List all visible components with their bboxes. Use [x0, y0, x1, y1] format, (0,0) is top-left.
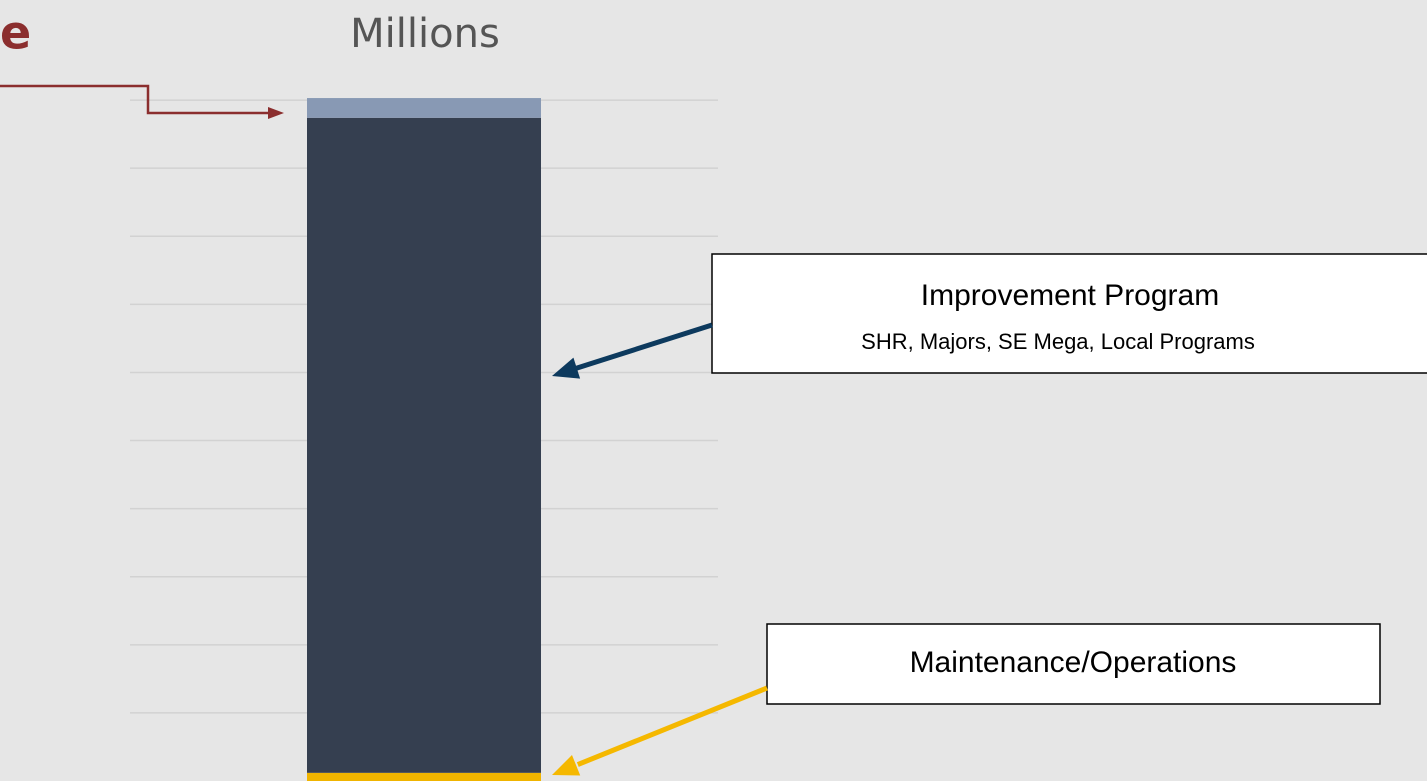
annotation-arrow — [576, 685, 768, 767]
annotation-box — [711, 253, 1427, 374]
pointer-head — [268, 107, 284, 119]
pointer-line — [0, 84, 270, 115]
annotation-box — [766, 623, 1381, 705]
chart-subtitle: Millions — [350, 11, 500, 57]
annotation-arrow — [570, 322, 713, 373]
annotation-arrow-head — [552, 755, 581, 776]
chart-title: e — [0, 6, 31, 60]
bar-segment — [307, 98, 541, 118]
bar-segment — [307, 117, 541, 773]
annotation-text: Maintenance/Operations — [910, 646, 1237, 679]
annotation-text: Improvement Program — [921, 279, 1219, 312]
annotation-detail: SHR, Majors, SE Mega, Local Programs — [861, 329, 1255, 354]
annotation-arrow-head — [552, 357, 581, 379]
bar-segment — [307, 772, 541, 781]
